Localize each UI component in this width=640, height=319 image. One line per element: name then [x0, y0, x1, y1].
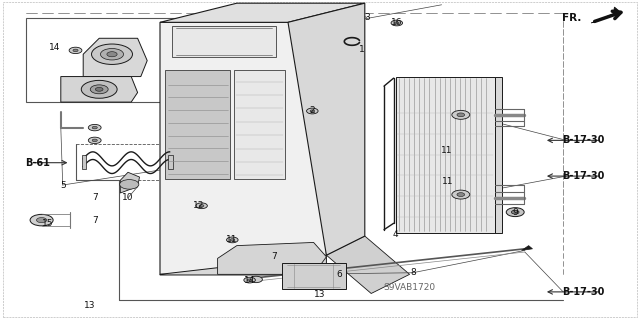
Text: FR.: FR. [562, 12, 581, 23]
Polygon shape [282, 263, 346, 289]
Polygon shape [83, 38, 147, 77]
Polygon shape [160, 22, 326, 274]
Text: 4: 4 [393, 230, 398, 239]
Circle shape [307, 108, 318, 114]
Circle shape [90, 85, 108, 94]
Circle shape [95, 87, 103, 91]
Text: 11: 11 [226, 235, 237, 244]
Text: 8: 8 [410, 268, 415, 277]
Text: 16: 16 [391, 19, 403, 27]
Circle shape [391, 20, 403, 26]
Text: B-17-30: B-17-30 [563, 171, 605, 181]
Circle shape [88, 137, 101, 144]
Circle shape [100, 48, 124, 60]
Text: 6: 6 [337, 271, 342, 279]
Polygon shape [172, 26, 276, 57]
Circle shape [88, 124, 101, 131]
Circle shape [506, 208, 524, 217]
Polygon shape [288, 3, 365, 255]
Circle shape [199, 204, 204, 207]
Circle shape [92, 44, 132, 64]
Text: 7: 7 [92, 216, 97, 225]
Polygon shape [160, 255, 326, 275]
Circle shape [120, 180, 139, 189]
Circle shape [227, 237, 238, 243]
Polygon shape [160, 3, 365, 22]
Bar [495, 77, 502, 233]
Circle shape [92, 126, 97, 129]
Circle shape [92, 139, 97, 142]
Text: 12: 12 [193, 201, 204, 210]
Circle shape [513, 211, 518, 213]
Circle shape [244, 277, 255, 283]
Polygon shape [165, 70, 230, 179]
Text: 14: 14 [244, 276, 255, 285]
Text: 3: 3 [364, 13, 369, 22]
Text: 14: 14 [49, 43, 60, 52]
Circle shape [196, 203, 207, 209]
Circle shape [73, 49, 78, 52]
Text: S9VAB1720: S9VAB1720 [383, 283, 436, 292]
Circle shape [452, 110, 470, 119]
Circle shape [394, 22, 399, 24]
Polygon shape [234, 70, 285, 179]
Polygon shape [120, 172, 140, 193]
Polygon shape [218, 242, 326, 274]
Polygon shape [396, 77, 495, 233]
Text: 2: 2 [310, 106, 315, 115]
Polygon shape [591, 7, 620, 23]
Text: 13: 13 [84, 301, 95, 310]
Text: 11: 11 [441, 146, 452, 155]
Text: 11: 11 [442, 177, 454, 186]
Text: 13: 13 [314, 290, 326, 299]
Circle shape [457, 113, 465, 117]
Circle shape [36, 218, 47, 223]
Bar [76, 144, 181, 180]
Circle shape [247, 279, 252, 281]
Circle shape [508, 209, 522, 216]
Text: B-17-30: B-17-30 [563, 135, 605, 145]
Text: 5: 5 [60, 181, 65, 189]
Circle shape [230, 239, 235, 241]
Polygon shape [522, 246, 532, 250]
Circle shape [457, 193, 465, 197]
Polygon shape [90, 77, 104, 96]
Circle shape [81, 80, 117, 98]
Text: 10: 10 [122, 193, 134, 202]
Polygon shape [82, 155, 86, 169]
Text: 7: 7 [92, 193, 97, 202]
Polygon shape [326, 236, 410, 293]
Text: 1: 1 [359, 45, 364, 54]
Circle shape [69, 47, 82, 54]
Polygon shape [168, 155, 173, 169]
Circle shape [511, 210, 519, 214]
Circle shape [30, 214, 53, 226]
Text: B-17-30: B-17-30 [563, 287, 605, 297]
Polygon shape [61, 77, 138, 102]
Text: B-61: B-61 [26, 158, 51, 168]
Bar [26, 18, 179, 102]
Circle shape [250, 276, 262, 283]
Text: 7: 7 [271, 252, 276, 261]
Circle shape [107, 52, 117, 57]
Circle shape [452, 190, 470, 199]
Circle shape [310, 110, 315, 112]
Text: 9: 9 [513, 208, 518, 217]
Text: 15: 15 [42, 219, 54, 228]
